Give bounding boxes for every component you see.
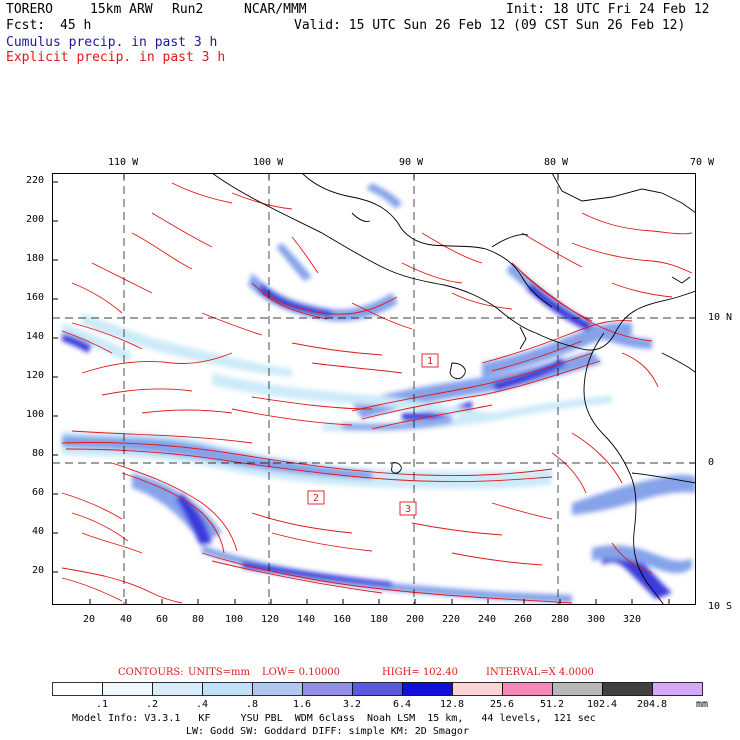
- y-tick: 200: [26, 214, 45, 225]
- colorbar-swatch: [152, 682, 203, 696]
- valid-time: Valid: 15 UTC Sun 26 Feb 12 (09 CST Sun …: [294, 18, 686, 33]
- x-tick: 140: [297, 614, 316, 625]
- cumulus-precip-field: [62, 183, 696, 603]
- colorbar-swatch: [202, 682, 253, 696]
- contours-high: HIGH= 102.40: [382, 667, 458, 678]
- colorbar-swatch: [352, 682, 403, 696]
- colorbar-label: 25.6: [489, 699, 515, 710]
- y-tick: 180: [26, 253, 45, 264]
- x-tick: 200: [406, 614, 425, 625]
- x-tick: 280: [551, 614, 570, 625]
- x-tick: 60: [156, 614, 169, 625]
- explicit-precip-contours: [61, 182, 693, 604]
- model-info: Model Info: V3.3.1 KF YSU PBL WDM 6class…: [72, 713, 596, 724]
- colorbar-swatch: [402, 682, 453, 696]
- y-tick: 120: [26, 370, 45, 381]
- x-tick: 20: [83, 614, 96, 625]
- model-org: NCAR/MMM: [244, 2, 307, 17]
- colorbar-label: 1.6: [292, 699, 312, 710]
- fcst-value: 45 h: [60, 18, 92, 33]
- colorbar-label: .1: [95, 699, 109, 710]
- colorbar-label: .2: [145, 699, 159, 710]
- box-label-2: 2: [313, 493, 319, 504]
- coastlines: [211, 173, 696, 605]
- x-tick: 180: [370, 614, 389, 625]
- box-label-3: 3: [405, 504, 411, 515]
- precip-map: 1 2 3: [52, 173, 696, 605]
- y-tick: 40: [32, 526, 45, 537]
- lat-lon-grid: [52, 173, 696, 605]
- x-tick: 220: [442, 614, 461, 625]
- colorbar-label: .8: [245, 699, 259, 710]
- model-run: Run2: [172, 2, 204, 17]
- lat-label-0: 0: [708, 457, 715, 468]
- y-tick: 20: [32, 565, 45, 576]
- colorbar-label: 102.4: [586, 699, 618, 710]
- colorbar-swatch: [102, 682, 153, 696]
- colorbar-label: 51.2: [539, 699, 565, 710]
- model-physics: LW: Godd SW: Goddard DIFF: simple KM: 2D…: [186, 726, 469, 737]
- y-tick: 80: [32, 448, 45, 459]
- x-tick: 240: [478, 614, 497, 625]
- lon-label-90w: 90 W: [399, 157, 424, 168]
- colorbar-label: 3.2: [342, 699, 362, 710]
- colorbar-label: 204.8: [636, 699, 668, 710]
- x-tick: 160: [333, 614, 352, 625]
- box-label-1: 1: [427, 356, 433, 367]
- y-tick: 140: [26, 331, 45, 342]
- colorbar-swatch: [652, 682, 703, 696]
- colorbar-swatch: [52, 682, 103, 696]
- x-tick: 40: [120, 614, 133, 625]
- y-tick: 100: [26, 409, 45, 420]
- lon-label-70w: 70 W: [690, 157, 715, 168]
- contours-interval: INTERVAL=X 4.0000: [486, 667, 594, 678]
- model-name: TORERO: [6, 2, 53, 17]
- region-boxes: [307, 353, 439, 516]
- lon-label-80w: 80 W: [544, 157, 569, 168]
- colorbar-swatch: [252, 682, 303, 696]
- x-tick: 300: [587, 614, 606, 625]
- lat-label-10n: 10 N: [708, 312, 733, 323]
- init-time: Init: 18 UTC Fri 24 Feb 12: [506, 2, 710, 17]
- x-tick: 80: [192, 614, 205, 625]
- x-tick: 260: [514, 614, 533, 625]
- colorbar-swatch: [552, 682, 603, 696]
- colorbar-unit: mm: [696, 699, 709, 710]
- lat-label-10s: 10 S: [708, 601, 733, 612]
- contours-units: UNITS=mm: [188, 667, 250, 678]
- explicit-legend: Explicit precip. in past 3 h: [6, 50, 226, 65]
- map-frame: [52, 173, 696, 605]
- model-resolution: 15km ARW: [90, 2, 153, 17]
- colorbar-swatch: [602, 682, 653, 696]
- y-tick: 220: [26, 175, 45, 186]
- colorbar-label: 6.4: [392, 699, 412, 710]
- lon-label-100w: 100 W: [253, 157, 284, 168]
- contours-low: LOW= 0.10000: [262, 667, 341, 678]
- region-box-labels: 1 2 3: [313, 356, 433, 515]
- y-tick: 60: [32, 487, 45, 498]
- x-tick: 320: [623, 614, 642, 625]
- cumulus-legend: Cumulus precip. in past 3 h: [6, 35, 218, 50]
- colorbar-swatch: [502, 682, 553, 696]
- y-tick: 160: [26, 292, 45, 303]
- lon-label-110w: 110 W: [108, 157, 139, 168]
- colorbar-swatch: [302, 682, 353, 696]
- x-tick: 120: [261, 614, 280, 625]
- colorbar-label: .4: [195, 699, 209, 710]
- colorbar-label: 12.8: [439, 699, 465, 710]
- colorbar: [52, 682, 703, 696]
- fcst-label: Fcst:: [6, 18, 46, 33]
- x-tick: 100: [225, 614, 244, 625]
- colorbar-swatch: [452, 682, 503, 696]
- contours-label: CONTOURS:: [118, 667, 184, 678]
